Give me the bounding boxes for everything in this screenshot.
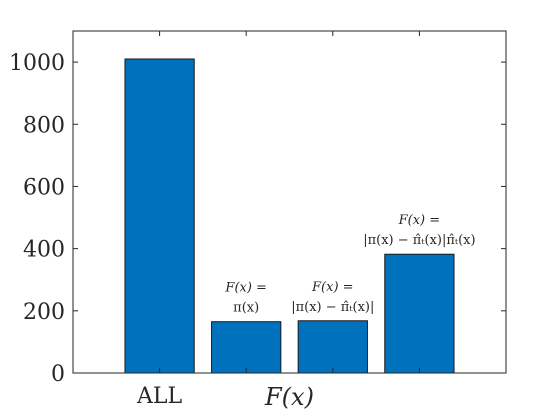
annotations-group: F(x) = π(x) F(x) = |π(x) − π̂ₜ(x)| F(x) = |π(… [224,213,475,315]
bar-annotation-line: F(x) = [311,280,354,295]
x-tick-label: ALL [136,384,182,409]
bar-4 [384,253,455,374]
y-tick-label: 200 [23,300,65,325]
bar-annotation-line: |π(x) − π̂ₜ(x)|π̂ₜ(x) [363,233,475,248]
bar-annotation-line: F(x) = [398,213,441,228]
y-axis-ticks: 0 200 400 600 800 1000 [9,51,506,387]
y-tick-label: 400 [23,238,65,263]
plot-frame [72,30,507,374]
bar-annotation-line: π(x) [233,301,259,316]
bar-1 [124,58,195,374]
bars-group [124,58,455,374]
y-tick-label: 1000 [9,51,65,76]
bar-annotation-line: |π(x) − π̂ₜ(x)| [291,300,374,315]
bar-2 [211,321,282,374]
x-axis-ticks: ALL [136,31,420,409]
y-tick-label: 600 [23,175,65,200]
x-axis-label: F(x) [264,383,314,411]
bar-3 [297,320,368,374]
bar-annotation-line: F(x) = [224,281,267,296]
y-tick-label: 0 [51,362,65,387]
y-tick-label: 800 [23,113,65,138]
